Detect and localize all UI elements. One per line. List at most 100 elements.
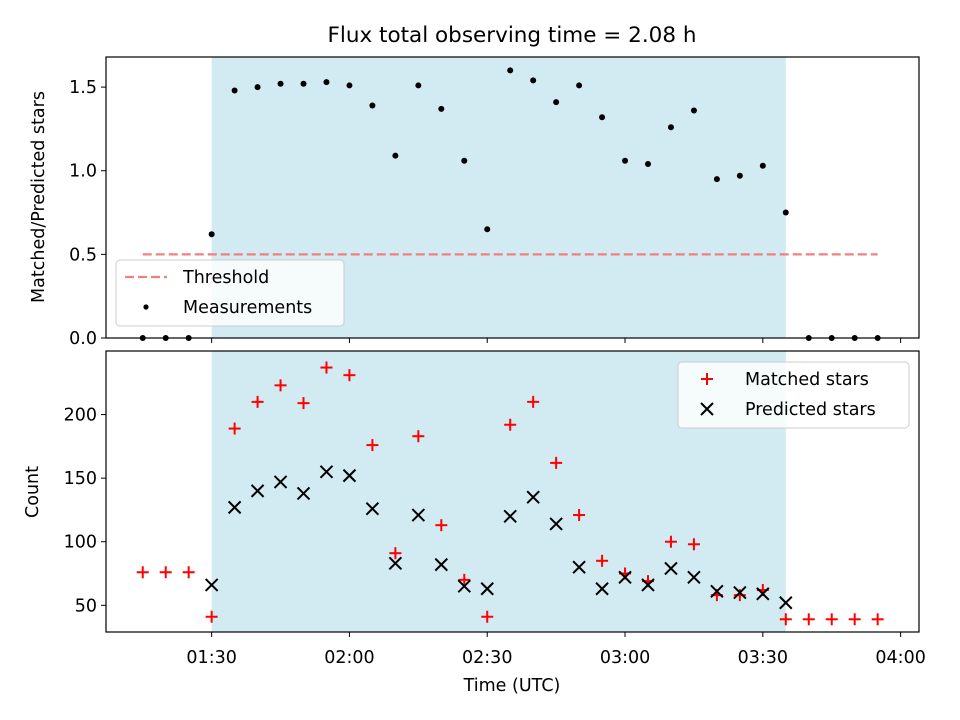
x-tick-label: 04:00 (875, 648, 925, 668)
predicted-star-point (595, 582, 609, 596)
top-legend-box (115, 259, 345, 327)
predicted-star-point (503, 509, 517, 524)
y-tick-label: 200 (64, 406, 97, 426)
matched-star-point (320, 361, 333, 374)
legend-x-marker (700, 402, 714, 416)
cross-b (319, 465, 334, 479)
top-plot-frame (105, 56, 920, 339)
bottom-plot-frame (105, 350, 920, 633)
cross-b (296, 486, 311, 501)
legend-measurements-swatch (143, 304, 149, 310)
measurement-point (484, 226, 491, 233)
top-legend: Threshold Measurements (115, 259, 345, 327)
measurement-point (599, 114, 606, 121)
cross-b (503, 509, 517, 524)
legend-predicted-swatch (700, 402, 714, 416)
predicted-star-point (641, 578, 655, 592)
predicted-star-point (365, 501, 380, 516)
predicted-star-point (319, 465, 334, 479)
predicted-star-point (296, 486, 311, 501)
measurement-point (346, 82, 353, 89)
cross-b (710, 584, 724, 599)
measurement-point (622, 157, 629, 164)
measurement-point (645, 161, 651, 168)
matched-star-point (550, 456, 563, 469)
cross-b (457, 579, 471, 593)
y-tick-label: 0.0 (69, 329, 97, 349)
predicted-star-point (411, 508, 426, 522)
measurement-point (736, 172, 743, 179)
legend-measurements-label: Measurements (183, 298, 312, 318)
top-y-axis: 0.0 0.5 1.0 1.5 (69, 78, 106, 349)
cross-b (595, 582, 609, 596)
cross-b (227, 500, 242, 515)
predicted-star-point (733, 585, 747, 600)
y-tick-label: 150 (64, 469, 97, 489)
cross-b (434, 557, 449, 572)
matched-star-point (274, 379, 287, 392)
bottom-legend: Matched stars Predicted stars (677, 361, 910, 429)
matched-star-point (343, 369, 356, 382)
cross-b (250, 484, 265, 498)
legend-plus-marker (701, 373, 713, 385)
measurement-point (461, 157, 468, 164)
measurement-point (507, 67, 514, 74)
cross-b (388, 556, 403, 571)
predicted-star-point (572, 560, 586, 574)
predicted-star-point (618, 570, 632, 585)
predicted-star-point (204, 578, 219, 592)
matched-star-point (664, 535, 677, 548)
matched-star-point (848, 613, 861, 626)
measurement-point (759, 162, 766, 169)
predicted-star-point (480, 582, 494, 596)
measurement-point (277, 80, 284, 87)
measurement-point (300, 80, 307, 87)
measurement-point (576, 82, 583, 89)
matched-star-point (297, 397, 310, 410)
x-tick-label: 02:00 (324, 648, 374, 668)
measurement-point (369, 102, 376, 109)
predicted-star-point (710, 584, 724, 599)
bottom-legend-box (677, 361, 910, 429)
matched-star-point (779, 613, 792, 626)
measurement-point (254, 84, 261, 91)
cross-b (204, 578, 219, 592)
x-axis-label: Time (UTC) (463, 676, 561, 696)
matched-star-point (412, 430, 425, 443)
cross-b (733, 585, 747, 600)
predicted-star-point (549, 517, 563, 531)
legend-matched-label: Matched stars (745, 370, 869, 390)
matched-star-point (504, 418, 517, 431)
predicted-star-point (388, 556, 403, 571)
matched-star-point (366, 439, 379, 452)
measurement-point (553, 99, 560, 106)
top-x-axis (211, 338, 902, 343)
predicted-star-point (434, 557, 449, 572)
matched-star-point (228, 422, 241, 435)
measurement-point (231, 87, 238, 94)
predicted-star-point (664, 561, 678, 576)
measurement-point (208, 231, 215, 238)
cross-b (342, 468, 357, 483)
bottom-y-axis: 50 100 150 200 (64, 406, 106, 616)
matched-star-point (596, 554, 609, 567)
predicted-star-point (342, 468, 357, 483)
x-tick-label: 03:30 (738, 648, 788, 668)
matched-star-point (687, 538, 700, 551)
matched-star-point (871, 613, 884, 626)
matched-star-point (136, 566, 149, 579)
predicted-star-point (756, 587, 770, 601)
measurement-point (690, 107, 697, 114)
predicted-star-point (227, 500, 242, 515)
measurement-point (392, 152, 399, 159)
measurement-point (667, 124, 674, 131)
cross-b (641, 578, 655, 592)
y-tick-label: 0.5 (69, 245, 97, 265)
matched-star-point (733, 589, 746, 602)
cross-b (687, 570, 701, 585)
cross-b (756, 587, 770, 601)
cross-b (526, 490, 540, 504)
top-panel: 0.0 0.5 1.0 1.5 Matched/Predicted stars Thr… (29, 56, 920, 349)
matched-star-point (573, 509, 586, 522)
